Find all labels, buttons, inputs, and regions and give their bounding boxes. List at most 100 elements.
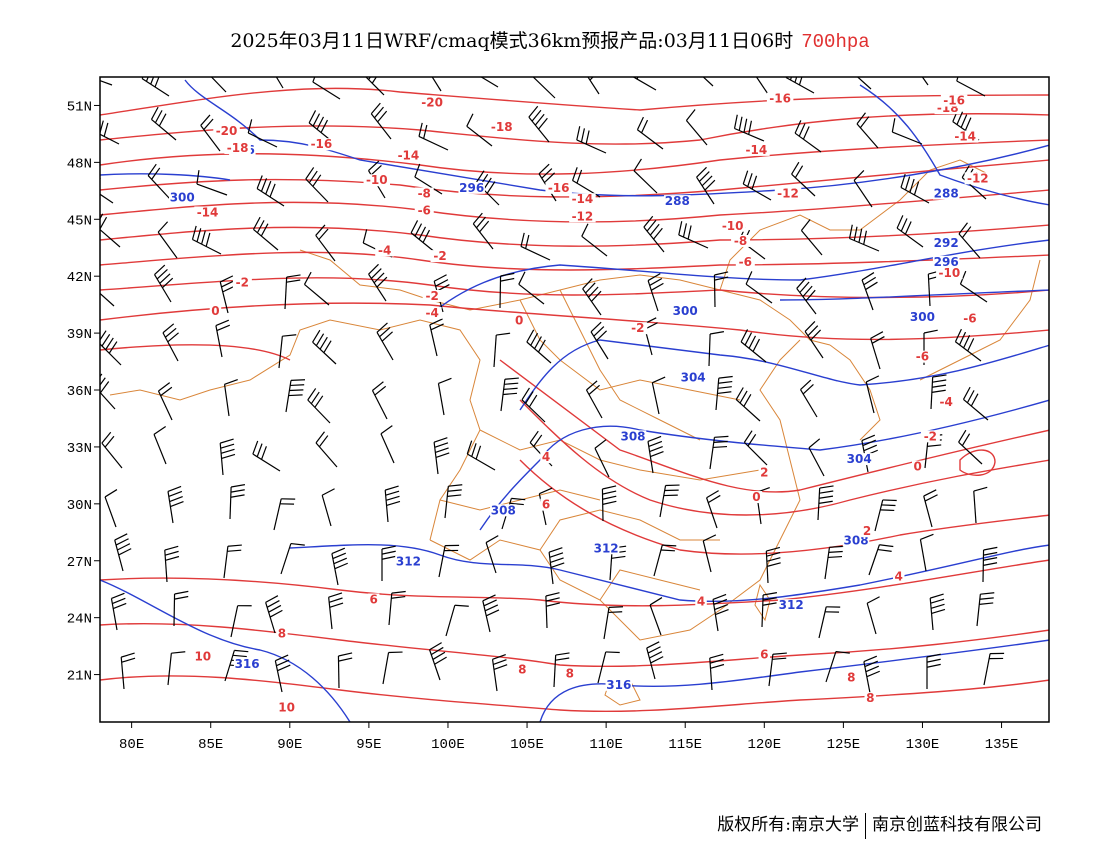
wind-barb bbox=[157, 221, 178, 259]
wind-barb bbox=[709, 653, 725, 691]
wind-barb bbox=[856, 112, 879, 149]
contour-label-bg bbox=[774, 187, 802, 200]
wind-barb bbox=[147, 163, 171, 200]
temperature-contour-label: -14 bbox=[197, 205, 219, 219]
latitude-axis: 51N 48N 45N 42N 39N 36N 33N 30N 27N 24N 21N bbox=[67, 99, 100, 685]
contour-label-bg bbox=[671, 305, 699, 318]
contour-label-bg bbox=[430, 250, 450, 263]
wind-barb bbox=[768, 652, 787, 687]
wind-barb bbox=[733, 114, 765, 142]
wind-barb bbox=[796, 277, 817, 315]
temperature-contour-label: 4 bbox=[542, 450, 550, 464]
wind-barb bbox=[100, 177, 114, 204]
contour-label-bg bbox=[395, 149, 422, 162]
wind-barb bbox=[804, 321, 824, 359]
temperature-contour-label: 0 bbox=[914, 460, 922, 474]
temperature-contour-line bbox=[100, 559, 1049, 607]
wind-barb bbox=[256, 175, 285, 207]
contour-label-bg bbox=[422, 289, 442, 302]
contour-label-bg bbox=[892, 570, 905, 583]
wind-barb bbox=[331, 547, 348, 586]
wind-barb bbox=[825, 650, 850, 683]
wind-barb bbox=[817, 485, 834, 521]
wind-barb bbox=[153, 426, 167, 465]
contour-label-bg bbox=[540, 451, 552, 464]
wind-barb bbox=[485, 535, 499, 574]
temperature-contour-lines bbox=[100, 87, 1049, 713]
wind-barb bbox=[868, 544, 894, 576]
wind-barb bbox=[585, 380, 603, 419]
wind-barb bbox=[791, 161, 816, 197]
height-contour-label: 296 bbox=[934, 255, 959, 269]
temperature-contour-label: -14 bbox=[954, 130, 976, 144]
wind-barb bbox=[337, 652, 353, 689]
wind-barb bbox=[278, 334, 297, 369]
wind-barb bbox=[437, 377, 452, 416]
wind-barb bbox=[659, 484, 680, 518]
x-tick-label: 130E bbox=[906, 737, 940, 753]
contour-label-bg bbox=[619, 430, 647, 443]
temperature-contour-label: 2 bbox=[863, 524, 871, 538]
wind-barb bbox=[229, 484, 246, 520]
height-contour-label: 296 bbox=[459, 181, 484, 195]
wind-barb bbox=[368, 263, 388, 302]
wind-barb bbox=[528, 105, 550, 143]
y-tick-label: 33N bbox=[67, 441, 92, 457]
wind-barb bbox=[742, 170, 772, 201]
temperature-contour-line bbox=[959, 449, 996, 476]
wind-barb bbox=[157, 382, 173, 421]
wind-barb bbox=[594, 439, 610, 478]
wind-barb bbox=[219, 438, 236, 476]
contour-label-bg bbox=[168, 191, 196, 204]
wind-barb bbox=[800, 379, 818, 418]
wind-barb bbox=[959, 270, 988, 303]
contour-label-bg bbox=[750, 491, 763, 504]
wind-barb bbox=[702, 534, 717, 573]
temperature-contour-label: -16 bbox=[943, 94, 965, 108]
wind-barb bbox=[154, 264, 174, 303]
y-tick-label: 30N bbox=[67, 498, 92, 514]
temperature-contour-label: -2 bbox=[425, 289, 438, 303]
wind-barb bbox=[702, 77, 714, 87]
wind-barb bbox=[808, 438, 825, 477]
contour-label-bg bbox=[664, 195, 691, 208]
contour-label-bg bbox=[932, 236, 960, 249]
contour-label-bg bbox=[777, 599, 805, 612]
height-contour-label: 304 bbox=[847, 452, 872, 466]
contour-label-bg bbox=[395, 555, 422, 568]
temperature-contour-label: -14 bbox=[572, 192, 594, 206]
wind-barb bbox=[576, 126, 607, 154]
wind-barb bbox=[444, 484, 463, 519]
wind-barb bbox=[649, 597, 663, 636]
wind-barb bbox=[110, 592, 127, 631]
wind-barb bbox=[891, 118, 923, 145]
contour-label-bg bbox=[367, 593, 380, 606]
temperature-contour-label: -6 bbox=[916, 350, 929, 364]
wind-barb bbox=[745, 271, 773, 304]
wind-barb bbox=[712, 593, 729, 632]
wind-barb bbox=[865, 375, 880, 414]
wind-barb bbox=[200, 114, 221, 152]
contour-label-bg bbox=[540, 498, 552, 511]
wind-barb bbox=[120, 652, 136, 690]
wind-barb bbox=[930, 374, 947, 410]
temperature-contour-label: -6 bbox=[963, 312, 976, 326]
wind-barb bbox=[653, 544, 677, 577]
wind-barb bbox=[706, 490, 721, 529]
wind-barb bbox=[252, 216, 279, 251]
wind-barb bbox=[581, 223, 608, 257]
province-line-5 bbox=[439, 489, 601, 511]
wind-barb bbox=[328, 592, 344, 630]
wind-barb bbox=[274, 654, 291, 693]
temperature-contour-label: -4 bbox=[425, 306, 438, 320]
contour-label-bg bbox=[224, 141, 251, 154]
contour-label-bg bbox=[735, 255, 755, 268]
height-contour-label: 292 bbox=[934, 236, 959, 250]
copyright-left: 版权所有:南京大学 bbox=[717, 815, 859, 835]
wind-barb bbox=[223, 544, 242, 579]
wind-barb bbox=[100, 292, 115, 307]
temperature-contour-line bbox=[100, 675, 1049, 713]
height-contour-label: 316 bbox=[606, 678, 631, 692]
temperature-contour-label: 4 bbox=[895, 570, 903, 584]
temperature-contour-line bbox=[499, 359, 1049, 493]
